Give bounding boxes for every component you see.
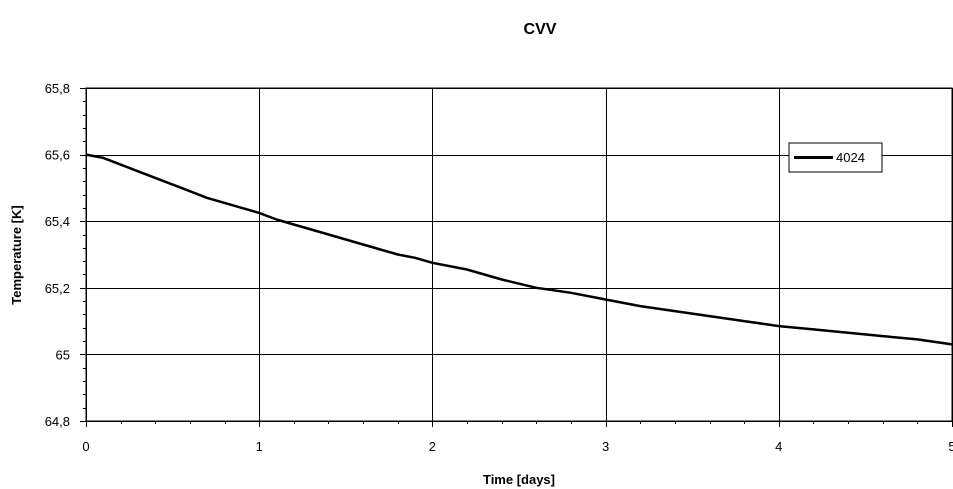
x-tick-label: 5 xyxy=(948,439,953,454)
x-tick-label: 2 xyxy=(429,439,436,454)
y-axis-title: Temperature [K] xyxy=(9,205,24,304)
grid xyxy=(86,88,953,422)
series-layer xyxy=(85,153,953,346)
axis-ticks xyxy=(80,88,953,427)
y-tick-label: 65,2 xyxy=(45,281,70,296)
y-tick-label: 65,4 xyxy=(45,214,70,229)
y-tick-label: 65 xyxy=(56,347,70,362)
x-tick-label: 4 xyxy=(775,439,782,454)
y-tick-label: 65,8 xyxy=(45,81,70,96)
series-line-4024 xyxy=(85,153,953,346)
x-tick-label: 3 xyxy=(602,439,609,454)
x-tick-label: 0 xyxy=(82,439,89,454)
y-tick-labels: 64,8 65 65,2 65,4 65,6 65,8 xyxy=(45,81,70,429)
legend-label: 4024 xyxy=(836,150,865,165)
y-tick-label: 65,6 xyxy=(45,148,70,163)
chart-title: CVV xyxy=(524,21,557,38)
y-tick-label: 64,8 xyxy=(45,414,70,429)
legend: 4024 xyxy=(788,142,883,173)
plot-area xyxy=(85,87,953,422)
x-tick-label: 1 xyxy=(256,439,263,454)
x-tick-labels: 0 1 2 3 4 5 xyxy=(82,439,953,454)
x-axis-title: Time [days] xyxy=(483,472,555,487)
